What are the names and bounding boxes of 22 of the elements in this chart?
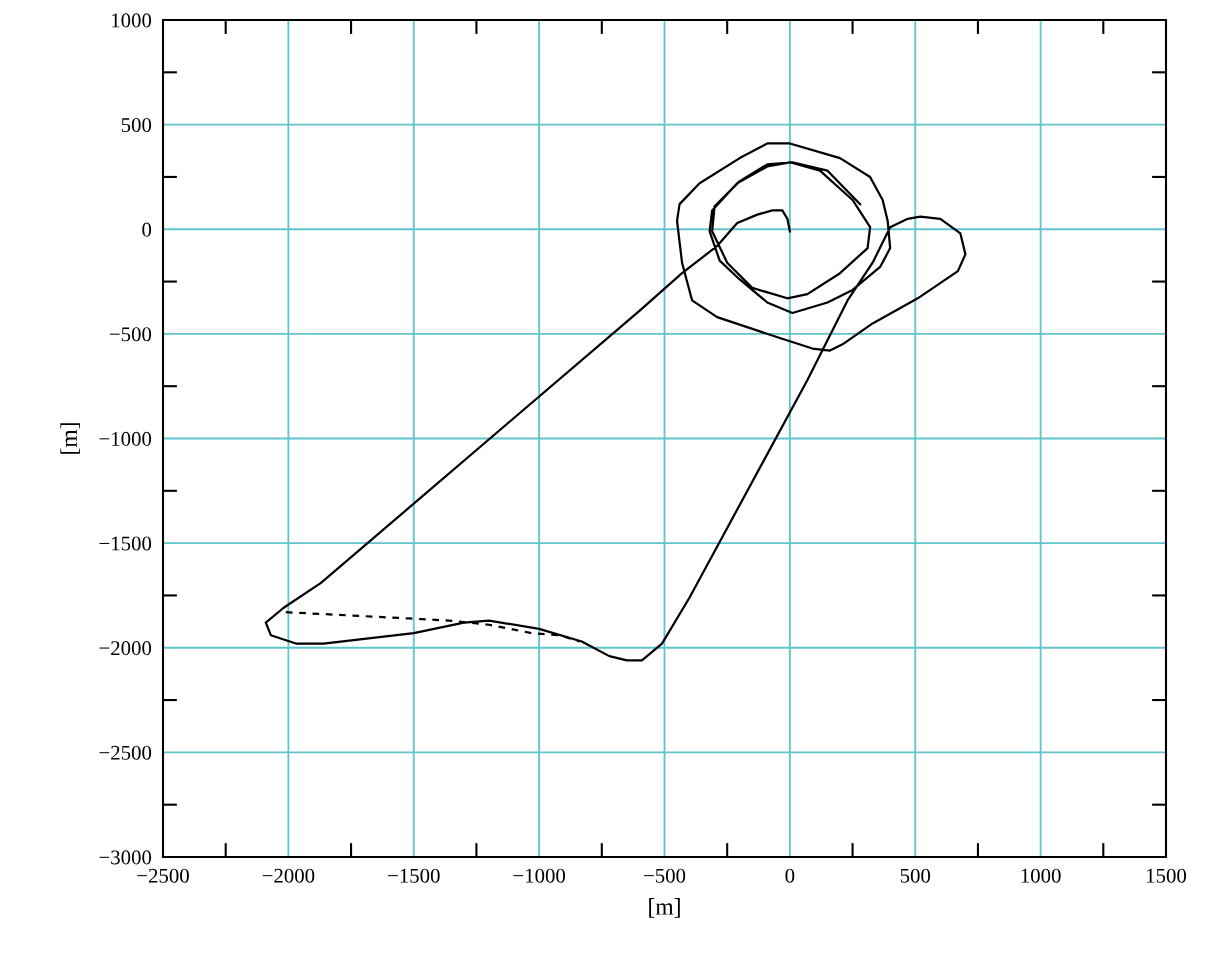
x-tick-label: −2500 xyxy=(137,868,189,883)
y-tick-label: −500 xyxy=(109,327,152,342)
x-tick-label: 1500 xyxy=(1147,868,1187,883)
y-tick-label: −2000 xyxy=(99,641,152,656)
x-tick-label: −500 xyxy=(644,868,686,883)
y-tick-label: −3000 xyxy=(99,850,152,865)
y-axis-title: [m] xyxy=(60,423,80,454)
x-tick-label: 0 xyxy=(785,868,795,883)
x-tick-label: 500 xyxy=(900,868,931,883)
x-tick-label: −1000 xyxy=(513,868,566,883)
line-series xyxy=(264,142,967,662)
y-tick-label: −1500 xyxy=(99,536,152,551)
x-tick-label: −2000 xyxy=(262,868,315,883)
x-tick-label: −1500 xyxy=(388,868,440,883)
y-tick-label: 0 xyxy=(142,222,152,237)
x-tick-label: 1000 xyxy=(1021,868,1061,883)
y-tick-label: 1000 xyxy=(112,13,152,28)
y-tick-label: −2500 xyxy=(99,745,152,760)
y-tick-label: 500 xyxy=(121,118,152,133)
y-tick-label: −1000 xyxy=(99,431,152,446)
line-series xyxy=(284,611,581,643)
x-axis-title: [m] xyxy=(649,898,680,918)
